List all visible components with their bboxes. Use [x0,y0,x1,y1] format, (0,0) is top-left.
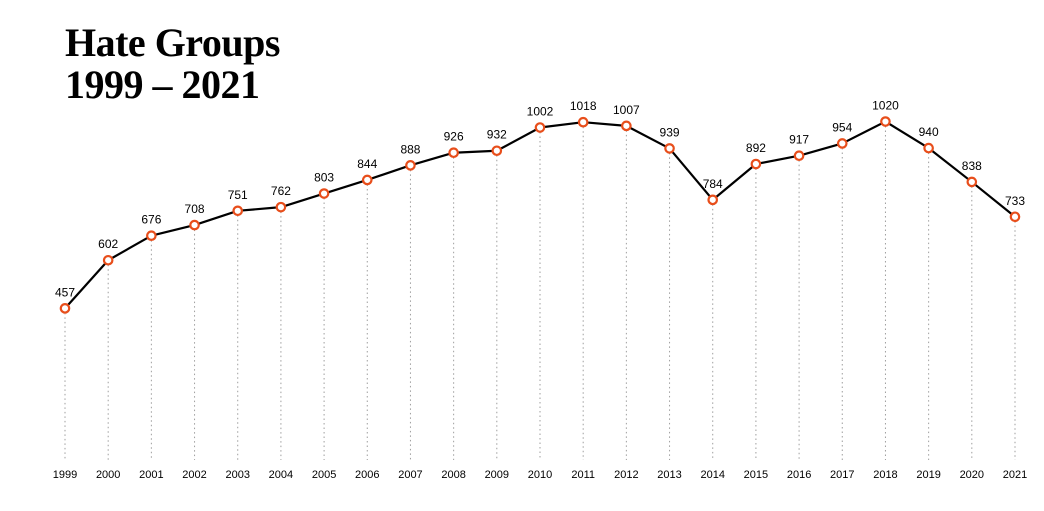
x-axis-label: 2005 [312,469,336,481]
data-marker [536,123,544,131]
x-axis-label: 2014 [700,469,724,481]
x-axis-label: 2003 [225,469,249,481]
value-label: 1002 [527,105,554,119]
x-axis-label: 2007 [398,469,422,481]
data-marker [190,221,198,229]
value-label: 762 [271,184,291,198]
x-axis-label: 2001 [139,469,163,481]
value-label: 939 [660,125,680,139]
x-axis-label: 2020 [960,469,984,481]
data-marker [1011,213,1019,221]
x-axis-label: 2013 [657,469,681,481]
data-marker [406,161,414,169]
value-label: 926 [444,130,464,144]
x-axis-label: 2006 [355,469,379,481]
data-marker [968,178,976,186]
x-axis-label: 2019 [916,469,940,481]
value-label: 940 [919,125,939,139]
value-label: 838 [962,159,982,173]
data-marker [709,196,717,204]
value-label: 844 [357,157,377,171]
series-line [65,122,1015,309]
data-marker [622,122,630,130]
data-marker [147,231,155,239]
value-label: 954 [832,120,852,134]
value-label: 917 [789,133,809,147]
chart-container: Hate Groups 1999 – 2021 4576026767087517… [0,0,1044,511]
value-label: 708 [185,202,205,216]
value-label: 803 [314,171,334,185]
value-label: 784 [703,177,723,191]
data-marker [795,152,803,160]
data-marker [924,144,932,152]
x-axis-label: 2009 [485,469,509,481]
x-axis-label: 2021 [1003,469,1027,481]
value-label: 1007 [613,103,640,117]
x-axis-label: 1999 [53,469,77,481]
data-marker [881,117,889,125]
value-label: 602 [98,237,118,251]
value-label: 1020 [872,99,899,113]
x-axis-label: 2015 [744,469,768,481]
x-axis-label: 2017 [830,469,854,481]
data-marker [838,139,846,147]
data-marker [665,144,673,152]
data-marker [493,147,501,155]
data-marker [449,149,457,157]
data-marker [104,256,112,264]
data-marker [234,207,242,215]
x-axis-label: 2002 [182,469,206,481]
value-label: 892 [746,141,766,155]
x-axis-label: 2018 [873,469,897,481]
x-axis-label: 2004 [269,469,293,481]
x-axis-label: 2010 [528,469,552,481]
x-axis-label: 2016 [787,469,811,481]
data-marker [320,189,328,197]
value-label: 751 [228,188,248,202]
data-marker [579,118,587,126]
x-axis-label: 2012 [614,469,638,481]
data-marker [61,304,69,312]
data-marker [363,176,371,184]
value-label: 457 [55,285,75,299]
value-label: 932 [487,128,507,142]
data-marker [752,160,760,168]
value-label: 733 [1005,194,1025,208]
x-axis-label: 2011 [571,469,595,481]
value-label: 888 [400,142,420,156]
x-axis-label: 2008 [441,469,465,481]
data-marker [277,203,285,211]
value-label: 676 [141,213,161,227]
value-label: 1018 [570,99,597,113]
line-chart: 457 602 676 708 751 762 803 844 888 926 932 1002 101… [0,0,1044,511]
x-axis-label: 2000 [96,469,120,481]
